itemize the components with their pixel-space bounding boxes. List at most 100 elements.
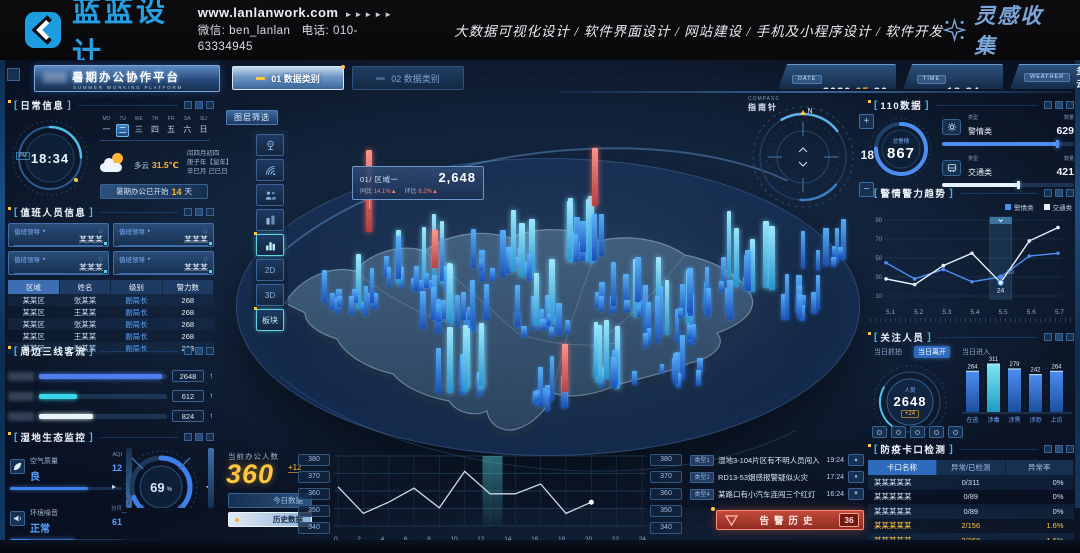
time-chip: TIME 18:34.23 xyxy=(903,64,1003,89)
wechat-value: ben_lanlan xyxy=(229,24,291,37)
clock-meridiem: PM xyxy=(16,152,30,160)
zoom-out-button[interactable]: − xyxy=(859,182,874,197)
layer-btn-2D[interactable]: 2D xyxy=(256,259,284,281)
panel-expand-icon[interactable] xyxy=(1066,101,1074,109)
layer-btn-people[interactable] xyxy=(256,184,284,206)
wechat-label: 微信: xyxy=(197,24,226,37)
checkpoint-col-header[interactable]: 异常/已检测 xyxy=(936,460,1006,475)
svg-text:10: 10 xyxy=(875,294,882,300)
panel-min-icon[interactable] xyxy=(184,433,192,441)
panel-expand-icon[interactable] xyxy=(1066,333,1074,341)
alert-row[interactable]: 类型1 湿地3-104片区有不明人员闯入 19:24 ▲ xyxy=(690,453,864,467)
blurred-label xyxy=(8,391,34,401)
duty-leader-card[interactable]: 值班领导 ▸ ⊙ 某某某 xyxy=(113,251,214,275)
panel-expand-icon[interactable] xyxy=(206,208,214,216)
panel-title: 周边三线客流 xyxy=(20,347,87,358)
alert-scroll-button[interactable]: ▲ xyxy=(848,454,864,466)
panel-expand-icon[interactable] xyxy=(206,101,214,109)
checkpoint-col-header[interactable]: 异常率 xyxy=(1005,460,1074,475)
checkpoint-col-header[interactable]: 卡口名称 xyxy=(868,460,937,475)
panel-pin-icon[interactable] xyxy=(1055,445,1063,453)
topbar-line-decoration xyxy=(560,91,1072,93)
category-icon-chip[interactable] xyxy=(891,426,906,438)
layer-btn-bar-chart[interactable] xyxy=(254,232,284,256)
panel-pin-icon[interactable] xyxy=(1055,101,1063,109)
panel-min-icon[interactable] xyxy=(184,208,192,216)
category-icon-chip[interactable] xyxy=(948,426,963,438)
compass-dial[interactable] xyxy=(748,102,858,212)
eco-gauge-value: 69 xyxy=(150,479,165,495)
svg-text:279: 279 xyxy=(1009,362,1020,368)
layer-btn-camera[interactable] xyxy=(256,134,284,156)
panel-pin-icon[interactable] xyxy=(195,347,203,355)
bus-icon xyxy=(942,159,961,176)
panel-pin-icon[interactable] xyxy=(195,433,203,441)
bar-chart-icon xyxy=(264,239,277,252)
panel-expand-icon[interactable] xyxy=(1066,189,1074,197)
panel-expand-icon[interactable] xyxy=(206,433,214,441)
layer-btn-板块[interactable]: 板块 xyxy=(254,307,284,331)
panel-expand-icon[interactable] xyxy=(1066,445,1074,453)
alert-row[interactable]: 类型4 某路口有小汽车连闯三个红灯 16:24 ▼ xyxy=(690,487,864,501)
office-btn-历史数据[interactable]: 历史数据 xyxy=(228,512,312,527)
panel-expand-icon[interactable] xyxy=(206,347,214,355)
website-link[interactable]: www.lanlanwork.com xyxy=(197,4,339,20)
inspiration-collect[interactable]: 灵感收集 xyxy=(943,0,1056,60)
duty-col-header: 区域 xyxy=(8,280,60,294)
focus-tab-当日抓拍[interactable]: 当日抓拍 xyxy=(874,349,902,356)
tooltip-value: 2,648 xyxy=(438,170,476,185)
legend-警情类: 警情类 xyxy=(1005,202,1034,212)
panel-pin-icon[interactable] xyxy=(195,101,203,109)
zoom-level-value: 18 xyxy=(860,148,874,162)
duty-leader-card[interactable]: 值班领导 ▸ ⊙ 某某某 xyxy=(8,223,109,247)
tab-data-category-1[interactable]: 01 数据类别 xyxy=(232,65,345,90)
alert-row[interactable]: 类型2 RD13-53烟感报警疑似火灾 17:24 ● xyxy=(690,470,864,484)
category-icon-chip[interactable] xyxy=(929,426,944,438)
radar-icon xyxy=(264,164,277,177)
panel-pin-icon[interactable] xyxy=(1055,333,1063,341)
panel-min-icon[interactable] xyxy=(184,347,192,355)
panel-pin-icon[interactable] xyxy=(1055,189,1063,197)
weekday-SU: SU 日 xyxy=(199,116,208,134)
panel-daily-info: [日常信息] 18:34 PM MO 一 TU 二 WE 三 TH 四 FR 五 SA 六 SU 日 多云… xyxy=(8,98,232,202)
panel-min-icon[interactable] xyxy=(1044,445,1052,453)
svg-text:264: 264 xyxy=(1051,364,1062,370)
focus-tab-当日进入[interactable]: 当日进入 xyxy=(962,349,990,356)
region-map[interactable] xyxy=(255,183,839,439)
alert-scroll-button[interactable]: ● xyxy=(848,471,864,483)
office-btn-今日数据[interactable]: 今日数据 xyxy=(228,493,312,508)
layer-toolbar: 2D 3D 板块 xyxy=(252,130,288,335)
flow-bars: 2648 ↿ 612 ↿ 824 ↿ xyxy=(8,366,214,426)
duty-leader-card[interactable]: 值班领导 ▸ ⊙ 某某某 xyxy=(113,223,214,247)
menu-icon[interactable] xyxy=(7,68,20,81)
panel-pin-icon[interactable] xyxy=(195,208,203,216)
layer-btn-3D[interactable]: 3D xyxy=(256,284,284,306)
svg-text:30: 30 xyxy=(875,275,882,281)
category-icon-chip[interactable] xyxy=(872,426,887,438)
svg-text:24: 24 xyxy=(997,288,1005,295)
alert-scroll-button[interactable]: ▼ xyxy=(848,488,864,500)
panel-min-icon[interactable] xyxy=(184,101,192,109)
office-count-value: 360 xyxy=(226,459,275,489)
weekday-WE: WE 三 xyxy=(134,116,143,134)
category-icon-chip[interactable] xyxy=(910,426,925,438)
focus-tab-当日离开[interactable]: 当日离开 xyxy=(914,346,950,358)
zoom-in-button[interactable]: + xyxy=(859,114,874,129)
duty-leader-card[interactable]: 值班领导 ▸ ⊙ 某某某 xyxy=(8,251,109,275)
panel-min-icon[interactable] xyxy=(1044,189,1052,197)
alert-history-button[interactable]: 告警历史 36 xyxy=(711,507,864,530)
panel-alarm-trend: [警情警力趋势] 警情类 交通类 90 70 50 30 10 30 24 5.1 5.2 5.3… xyxy=(868,186,1074,328)
services-text: 大数据可视化设计 / 软件界面设计 / 网站建设 / 手机及小程序设计 / 软件… xyxy=(454,24,944,39)
layer-btn-radar[interactable] xyxy=(256,159,284,181)
panel-min-icon[interactable] xyxy=(1044,333,1052,341)
y-label: 380 xyxy=(298,454,330,466)
flow-value: 824 xyxy=(171,410,204,422)
arrow-left-icon: ▸ xyxy=(112,482,117,491)
panel-min-icon[interactable] xyxy=(1044,101,1052,109)
panel-title: 值班人员信息 xyxy=(20,208,87,219)
layer-btn-building[interactable] xyxy=(256,209,284,231)
flow-row: 612 ↿ xyxy=(8,386,214,406)
tab-data-category-2[interactable]: 02 数据类别 xyxy=(352,66,464,90)
